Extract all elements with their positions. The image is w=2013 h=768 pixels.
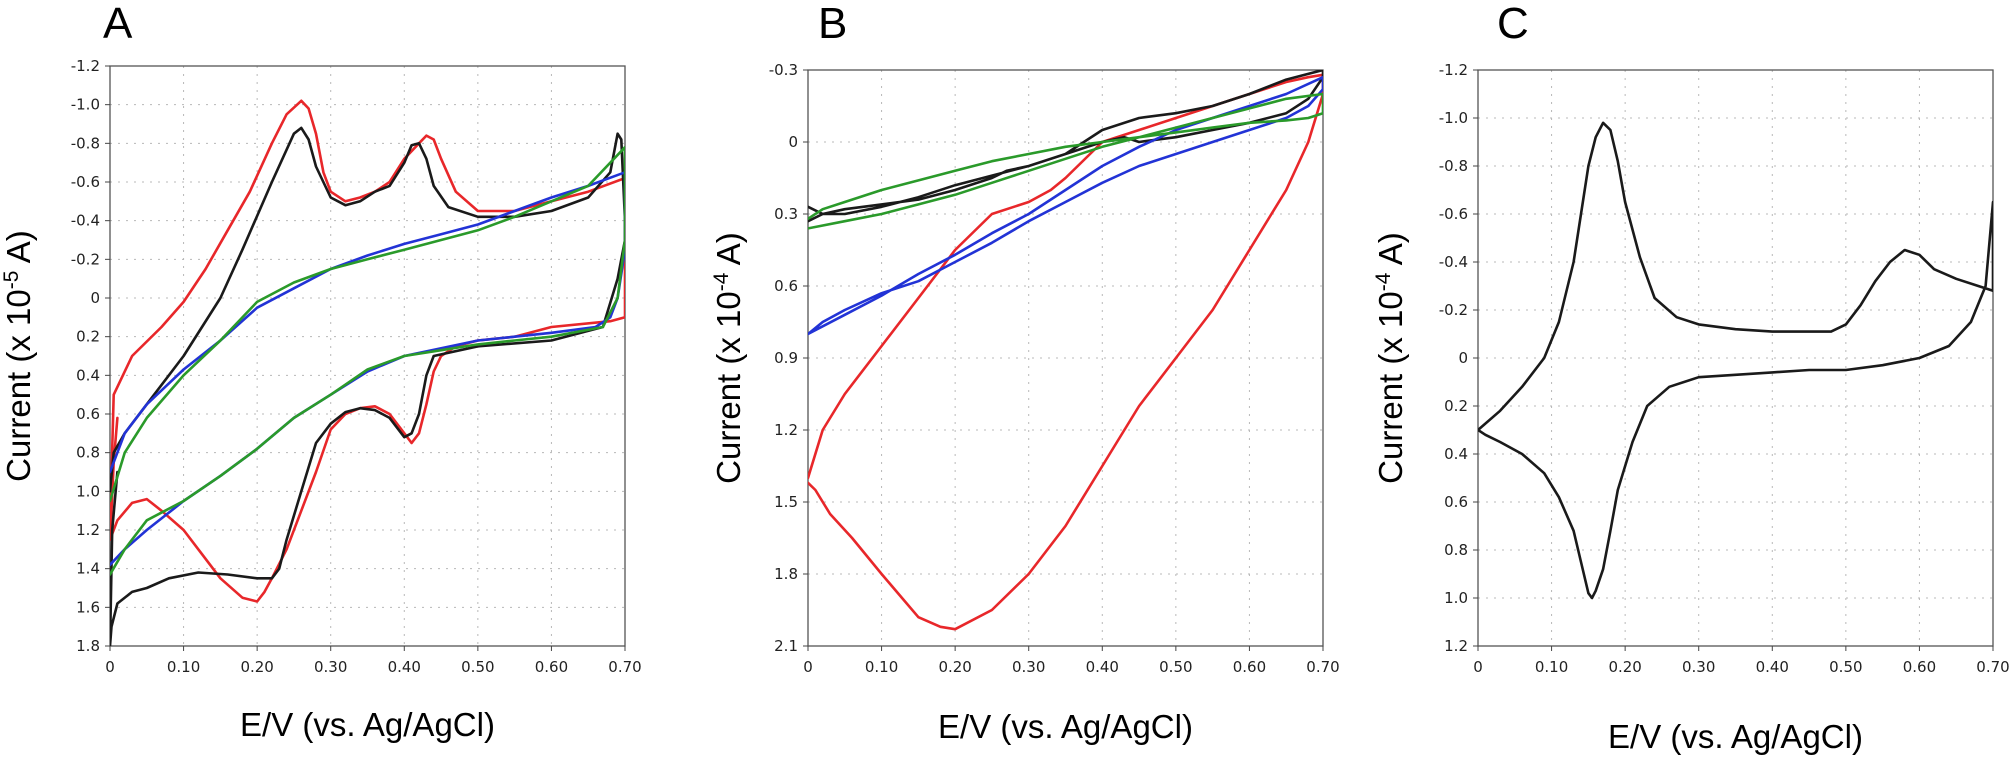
x-tick-label: 0.50 <box>1159 658 1192 676</box>
x-tick-label: 0.30 <box>1012 658 1045 676</box>
y-tick-label: 1.2 <box>774 421 798 439</box>
y-axis-title: Current (x 10-4 A) <box>1372 232 1409 484</box>
x-tick-label: 0.40 <box>1756 658 1789 676</box>
y-tick-label: 0.6 <box>1444 493 1468 511</box>
x-tick-label: 0.50 <box>461 658 494 676</box>
y-axis-title-suffix: A) <box>1372 232 1409 272</box>
x-tick-label: 0.10 <box>167 658 200 676</box>
y-tick-label: 1.2 <box>76 521 100 539</box>
y-axis-title: Current (x 10-5 A) <box>0 230 37 482</box>
panel-a: 0 0.10 0.20 0.30 0.40 0.50 0.60 0.70-1.2-1.0-0.… <box>0 0 642 743</box>
y-tick-label: -0.3 <box>769 61 798 79</box>
y-tick-label: 0.3 <box>774 205 798 223</box>
y-axis-title-exponent: -5 <box>0 271 23 290</box>
series-line-red <box>110 99 625 603</box>
y-tick-label: -1.2 <box>1439 61 1468 79</box>
y-tick-label: -1.0 <box>71 96 100 114</box>
x-tick-label: 0.10 <box>1535 658 1568 676</box>
panel-letter: C <box>1497 0 1529 48</box>
x-tick-label: 0.20 <box>240 658 273 676</box>
x-tick-label: 0 <box>105 658 115 676</box>
series-line-green <box>110 145 625 576</box>
y-tick-label: 1.8 <box>76 637 100 655</box>
x-tick-label: 0.50 <box>1829 658 1862 676</box>
x-axis-title: E/V (vs. Ag/AgCl) <box>938 708 1193 745</box>
series-line-black <box>110 126 625 646</box>
y-tick-label: 1.0 <box>76 482 100 500</box>
y-axis-title-prefix: Current (x 10 <box>0 289 37 482</box>
series-line-blue <box>808 75 1323 336</box>
panel-c: 0 0.10 0.20 0.30 0.40 0.50 0.60 0.70-1.2-1.0-0.… <box>1372 0 2010 755</box>
y-tick-label: 0.4 <box>1444 445 1468 463</box>
y-axis-title-exponent: -4 <box>710 272 733 291</box>
y-tick-label: -0.8 <box>71 134 100 152</box>
x-tick-label: 0 <box>1473 658 1483 676</box>
x-tick-label: 0.60 <box>1233 658 1266 676</box>
y-tick-label: 2.1 <box>774 637 798 655</box>
y-axis-title-prefix: Current (x 10 <box>710 291 747 484</box>
x-tick-label: 0.70 <box>608 658 641 676</box>
x-tick-label: 0.20 <box>938 658 971 676</box>
y-tick-label: -0.6 <box>1439 205 1468 223</box>
y-tick-label: 0.9 <box>774 349 798 367</box>
y-tick-label: 0.8 <box>1444 541 1468 559</box>
y-tick-label: 1.8 <box>774 565 798 583</box>
series-line-red <box>808 73 1323 631</box>
plot-area <box>109 65 626 647</box>
x-tick-label: 0.60 <box>535 658 568 676</box>
panel-letter: B <box>818 0 847 48</box>
y-tick-label: 0.4 <box>76 366 100 384</box>
panel-letter: A <box>103 0 133 48</box>
y-tick-label: 0 <box>90 289 100 307</box>
x-tick-label: 0.40 <box>1086 658 1119 676</box>
y-axis-title-prefix: Current (x 10 <box>1372 291 1409 484</box>
y-tick-label: -0.4 <box>1439 253 1468 271</box>
x-tick-label: 0.60 <box>1903 658 1936 676</box>
y-tick-label: 0.6 <box>774 277 798 295</box>
y-tick-label: -0.2 <box>1439 301 1468 319</box>
series-line-black <box>1478 121 1993 600</box>
series-group <box>808 70 1323 631</box>
y-tick-label: 1.6 <box>76 598 100 616</box>
x-axis-title: E/V (vs. Ag/AgCl) <box>240 706 495 743</box>
y-tick-label: 0.2 <box>1444 397 1468 415</box>
series-group <box>110 99 625 646</box>
y-tick-label: 0.8 <box>76 444 100 462</box>
y-axis-title-suffix: A) <box>0 230 37 270</box>
y-tick-label: -0.6 <box>71 173 100 191</box>
x-tick-label: 0.10 <box>865 658 898 676</box>
y-tick-label: 0 <box>788 133 798 151</box>
y-axis-title-suffix: A) <box>710 232 747 272</box>
series-line-green <box>808 92 1323 230</box>
y-tick-label: 1.0 <box>1444 589 1468 607</box>
x-axis-title: E/V (vs. Ag/AgCl) <box>1608 718 1863 755</box>
series-group <box>1478 121 1993 600</box>
y-tick-label: -1.2 <box>71 57 100 75</box>
y-tick-label: 0.6 <box>76 405 100 423</box>
y-axis-title-exponent: -4 <box>1372 272 1395 291</box>
x-tick-label: 0.40 <box>388 658 421 676</box>
x-tick-label: 0.70 <box>1306 658 1339 676</box>
y-tick-label: 0 <box>1458 349 1468 367</box>
y-tick-label: 0.2 <box>76 328 100 346</box>
y-tick-label: -1.0 <box>1439 109 1468 127</box>
y-tick-label: 1.2 <box>1444 637 1468 655</box>
x-tick-label: 0.30 <box>1682 658 1715 676</box>
y-tick-label: -0.2 <box>71 250 100 268</box>
panel-b: 0 0.10 0.20 0.30 0.40 0.50 0.60 0.70 -0.3 0 0.3 0.6… <box>710 0 1340 745</box>
x-tick-label: 0 <box>803 658 813 676</box>
y-tick-label: -0.4 <box>71 212 100 230</box>
series-line-black <box>808 70 1323 223</box>
y-tick-label: -0.8 <box>1439 157 1468 175</box>
y-tick-label: 1.5 <box>774 493 798 511</box>
x-tick-label: 0.30 <box>314 658 347 676</box>
x-tick-label: 0.70 <box>1976 658 2009 676</box>
x-tick-label: 0.20 <box>1608 658 1641 676</box>
y-tick-label: 1.4 <box>76 560 100 578</box>
y-axis-title: Current (x 10-4 A) <box>710 232 747 484</box>
